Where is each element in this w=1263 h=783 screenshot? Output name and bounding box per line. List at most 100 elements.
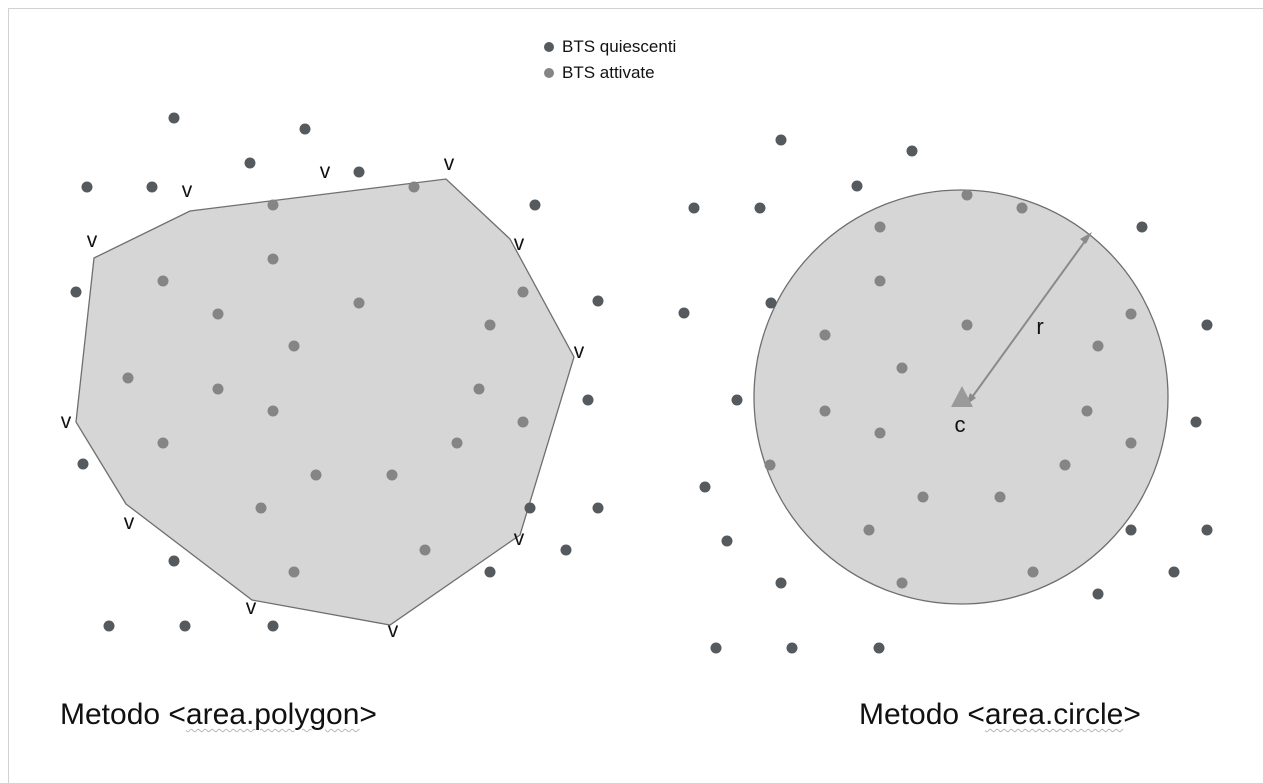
quiescent-bts-dot <box>775 134 787 146</box>
quiescent-bts-dot <box>1201 524 1213 536</box>
active-bts-dot <box>1016 202 1028 214</box>
vertex-label: v <box>246 596 257 619</box>
quiescent-bts-dot <box>1168 566 1180 578</box>
active-bts-dot <box>896 362 908 374</box>
quiescent-bts-dot <box>1092 588 1104 600</box>
quiescent-bts-dot <box>529 199 541 211</box>
active-bts-dot <box>451 437 463 449</box>
legend-active-dot-icon <box>544 68 554 78</box>
active-bts-dot <box>874 427 886 439</box>
area-polygon <box>75 178 575 626</box>
quiescent-bts-dot <box>1125 524 1137 536</box>
active-bts-dot <box>994 491 1006 503</box>
polygon-vertex-labels: v v v v v v v v v v v <box>61 152 585 642</box>
active-bts-dot <box>157 275 169 287</box>
quiescent-bts-dot <box>244 157 256 169</box>
active-bts-dot <box>896 577 908 589</box>
quiescent-bts-dot <box>731 394 743 406</box>
vertex-label: v <box>514 232 525 255</box>
active-bts-dot <box>764 459 776 471</box>
polygon-caption-method: area.polygon <box>185 698 360 731</box>
quiescent-bts-dot <box>179 620 191 632</box>
quiescent-bts-dot <box>721 535 733 547</box>
legend-quiescent-dot-icon <box>544 42 554 52</box>
active-bts-dot <box>122 372 134 384</box>
quiescent-bts-dot <box>582 394 594 406</box>
quiescent-bts-dot <box>267 620 279 632</box>
quiescent-bts-dot <box>851 180 863 192</box>
polygon-caption-prefix: Metodo < <box>60 698 186 731</box>
circle-caption-prefix: Metodo < <box>859 698 985 731</box>
active-bts-dot <box>288 566 300 578</box>
quiescent-bts-dot <box>873 642 885 654</box>
active-bts-dot <box>517 416 529 428</box>
active-bts-dot <box>157 437 169 449</box>
quiescent-bts-dot <box>81 181 93 193</box>
circle-caption-suffix: > <box>1123 698 1141 731</box>
active-bts-dot <box>863 524 875 536</box>
active-bts-dot <box>255 502 267 514</box>
active-bts-dot <box>484 319 496 331</box>
active-bts-dot <box>1125 437 1137 449</box>
center-triangle-icon <box>951 386 973 407</box>
vertex-label: v <box>182 179 193 202</box>
quiescent-bts-dot <box>560 544 572 556</box>
vertex-label: v <box>87 229 98 252</box>
vertex-label: v <box>320 160 331 183</box>
quiescent-bts-dot <box>77 458 89 470</box>
quiescent-bts-dot <box>678 307 690 319</box>
active-bts-dot <box>819 405 831 417</box>
polygon-caption-suffix: > <box>359 698 377 731</box>
quiescent-bts-dot <box>353 166 365 178</box>
quiescent-bts-dot <box>70 286 82 298</box>
active-bts-dot <box>288 340 300 352</box>
quiescent-bts-dot <box>103 620 115 632</box>
vertex-label: v <box>514 527 525 550</box>
active-bts-dot <box>1092 340 1104 352</box>
active-bts-dot <box>310 469 322 481</box>
active-bts-dot <box>267 199 279 211</box>
active-bts-dot <box>917 491 929 503</box>
active-bts-dot <box>1027 566 1039 578</box>
active-bts-dot <box>267 405 279 417</box>
vertex-label: v <box>574 340 585 363</box>
vertex-label: v <box>61 410 72 433</box>
quiescent-bts-dot <box>484 566 496 578</box>
active-bts-dot <box>353 297 365 309</box>
quiescent-bts-dot <box>592 295 604 307</box>
quiescent-bts-dot <box>1201 319 1213 331</box>
active-bts-dot <box>1059 459 1071 471</box>
quiescent-bts-dot <box>710 642 722 654</box>
quiescent-bts-dot <box>754 202 766 214</box>
active-bts-dot <box>1125 308 1137 320</box>
quiescent-bts-dot <box>592 502 604 514</box>
quiescent-bts-dot <box>1136 221 1148 233</box>
quiescent-bts-dot <box>906 145 918 157</box>
quiescent-bts-dot <box>168 112 180 124</box>
vertex-label: v <box>388 619 399 642</box>
radius-arrow-line <box>969 236 1089 401</box>
polygon-bts-dots <box>70 112 604 632</box>
circle-caption: Metodo <area.circle> <box>859 698 1141 732</box>
active-bts-dot <box>961 189 973 201</box>
legend-active-label: BTS attivate <box>562 63 655 82</box>
vertex-label: v <box>444 152 455 175</box>
legend-item-quiescent: BTS quiescenti <box>544 37 676 57</box>
legend-item-active: BTS attivate <box>544 63 655 83</box>
radius-arrowhead-outer <box>1080 232 1092 244</box>
legend-quiescent-label: BTS quiescenti <box>562 37 677 56</box>
quiescent-bts-dot <box>168 555 180 567</box>
active-bts-dot <box>473 383 485 395</box>
vertex-label: v <box>124 511 135 534</box>
quiescent-bts-dot <box>146 181 158 193</box>
quiescent-bts-dot <box>524 502 536 514</box>
active-bts-dot <box>1081 405 1093 417</box>
polygon-caption: Metodo <area.polygon> <box>60 698 377 732</box>
quiescent-bts-dot <box>775 577 787 589</box>
circle-bts-dots <box>678 134 1213 654</box>
active-bts-dot <box>819 329 831 341</box>
center-label: c <box>955 412 966 437</box>
quiescent-bts-dot <box>299 123 311 135</box>
active-bts-dot <box>874 221 886 233</box>
